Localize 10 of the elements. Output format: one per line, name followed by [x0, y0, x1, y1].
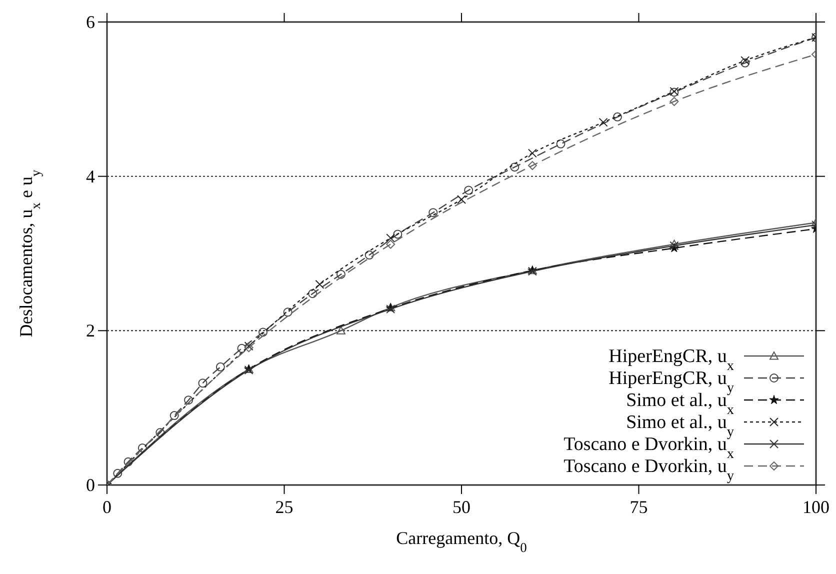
- x-tick-label: 25: [275, 497, 294, 517]
- x-tick-label: 0: [102, 497, 112, 517]
- x-tick-label: 100: [802, 497, 830, 517]
- x-tick-label: 50: [452, 497, 470, 517]
- y-tick-label: 4: [86, 166, 95, 186]
- x-axis-title: Carregamento, Q$_{0}$: [396, 528, 528, 554]
- y-tick-label: 6: [86, 12, 95, 32]
- x-tick-label: 75: [630, 497, 648, 517]
- y-tick-label: 0: [86, 475, 95, 495]
- y-tick-label: 2: [86, 320, 95, 341]
